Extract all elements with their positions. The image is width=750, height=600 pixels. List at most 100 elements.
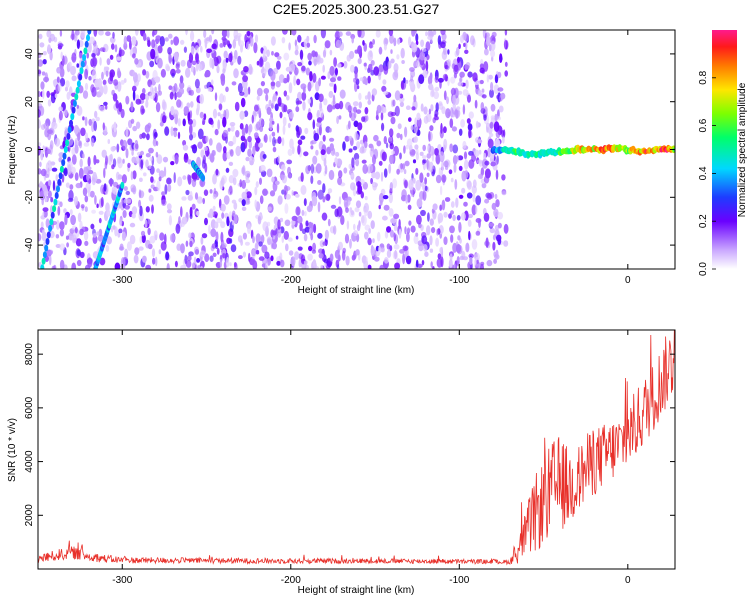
y-tick-label: -20 (24, 190, 35, 205)
heatmap-cell (435, 155, 441, 165)
heatmap-cell (288, 250, 294, 256)
heatmap-cell (94, 195, 97, 205)
heatmap-cell (151, 204, 154, 214)
heatmap-cell (42, 59, 47, 65)
heatmap-cell (214, 128, 219, 136)
heatmap-cell (413, 123, 418, 134)
heatmap-cell (483, 114, 487, 121)
heatmap-cell (183, 46, 187, 53)
heatmap-cell (244, 179, 251, 184)
heatmap-cell (294, 49, 299, 56)
heatmap-cell (111, 186, 116, 194)
heatmap-cell (216, 247, 220, 255)
heatmap-cell (400, 47, 405, 59)
heatmap-cell (426, 225, 431, 236)
heatmap-cell (117, 81, 122, 92)
heatmap-cell (372, 154, 376, 165)
heatmap-cell (310, 139, 317, 145)
heatmap-cell (49, 50, 53, 61)
heatmap-cell (304, 127, 309, 135)
heatmap-cell (456, 155, 460, 162)
x-tick-label: -300 (112, 575, 132, 586)
heatmap-cell (481, 88, 485, 93)
heatmap-cell (188, 52, 194, 63)
heatmap-cell (427, 35, 433, 41)
heatmap-cell (289, 63, 296, 73)
heatmap-cell (255, 181, 259, 188)
heatmap-cell (112, 225, 116, 230)
heatmap-cell (247, 223, 251, 234)
heatmap-cell (166, 203, 172, 211)
heatmap-cell (51, 122, 58, 130)
heatmap-cell (443, 90, 447, 101)
heatmap-cell (415, 152, 419, 161)
heatmap-cell (232, 39, 237, 49)
heatmap-cell (428, 131, 431, 142)
heatmap-cell (158, 170, 165, 179)
heatmap-cell (348, 148, 353, 153)
heatmap-cell (485, 237, 489, 248)
heatmap-cell (145, 239, 151, 249)
heatmap-cell (124, 205, 130, 210)
heatmap-cell (40, 149, 44, 161)
heatmap-cell (494, 74, 499, 84)
heatmap-streak-cell (49, 218, 54, 226)
snr-frame (37, 329, 676, 570)
heatmap-cell (170, 39, 174, 45)
heatmap-cell (409, 67, 415, 72)
heatmap-cell (93, 30, 98, 37)
heatmap-cell (349, 110, 352, 119)
heatmap-cell (231, 199, 237, 204)
heatmap-cell (383, 107, 387, 113)
heatmap-cell (247, 86, 251, 95)
heatmap-cell (316, 117, 322, 124)
heatmap-cell (189, 124, 193, 135)
heatmap-cell (311, 249, 317, 254)
heatmap-cell (42, 184, 47, 192)
heatmap-cell (71, 234, 77, 244)
heatmap-cell (458, 221, 462, 233)
heatmap-cell (458, 90, 463, 95)
heatmap-cell (253, 112, 258, 117)
heatmap-cell (373, 66, 380, 76)
heatmap-cell (57, 205, 61, 216)
heatmap-cell (217, 112, 221, 117)
heatmap-cell (333, 57, 337, 67)
heatmap-cell (76, 39, 80, 49)
heatmap-cell (322, 183, 326, 194)
heatmap-cell (439, 204, 443, 211)
heatmap-cell (358, 211, 362, 217)
heatmap-cell (129, 222, 136, 228)
y-tick-label: 4000 (24, 450, 35, 473)
heatmap-cell (388, 136, 393, 142)
heatmap-cell (149, 156, 153, 162)
heatmap-cell (403, 145, 406, 154)
heatmap-cell (54, 137, 61, 147)
heatmap-cell (286, 73, 290, 83)
heatmap-cell (358, 92, 362, 101)
heatmap-cell (455, 46, 460, 56)
heatmap-cell (372, 238, 375, 244)
heatmap-cell (313, 58, 318, 66)
heatmap-cell (52, 79, 58, 85)
heatmap-cell (88, 76, 92, 81)
heatmap-cell (429, 125, 434, 132)
heatmap-cell (383, 65, 389, 75)
heatmap-cell (96, 203, 99, 209)
heatmap-cell (219, 258, 223, 268)
heatmap-cell (117, 174, 123, 180)
heatmap-cell (404, 180, 408, 188)
heatmap-streak-cell (201, 174, 206, 182)
heatmap-cell (487, 122, 490, 128)
heatmap-cell (423, 106, 428, 115)
heatmap-cell (495, 130, 501, 139)
heatmap-cell (441, 160, 444, 172)
heatmap-cell (286, 95, 290, 101)
heatmap-streak-cell (48, 224, 53, 232)
heatmap-cell (228, 140, 234, 147)
heatmap-cell (271, 242, 277, 250)
heatmap-cell (466, 192, 473, 199)
heatmap-cell (464, 64, 470, 70)
heatmap-cell (391, 150, 395, 155)
heatmap-cell (287, 148, 293, 156)
